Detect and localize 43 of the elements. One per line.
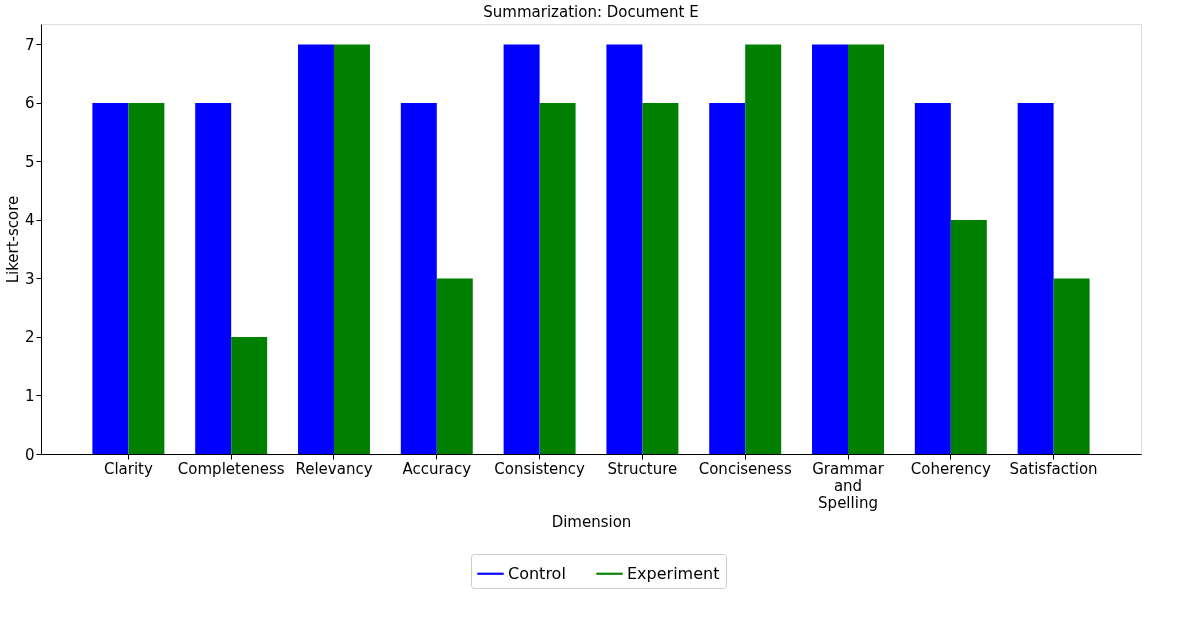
bar: [92, 102, 129, 454]
chart-title: Summarization: Document E: [483, 3, 699, 21]
bar: [848, 44, 884, 454]
x-tick-label: Relevancy: [295, 459, 373, 478]
x-tick-label: Conciseness: [698, 459, 792, 478]
legend-label: Experiment: [627, 563, 720, 583]
x-tick-label: Coherency: [910, 459, 991, 478]
x-tick-label: Consistency: [494, 459, 586, 478]
y-tick-label: 7: [24, 35, 35, 54]
bar: [709, 102, 746, 454]
x-tick-label: Structure: [607, 459, 678, 478]
bar: [950, 219, 987, 454]
y-tick-label: 4: [24, 211, 35, 230]
y-tick-label: 5: [24, 152, 35, 171]
legend-label: Control: [508, 563, 566, 583]
x-tick-label: Clarity: [103, 459, 153, 478]
bar: [333, 44, 370, 454]
bar: [1053, 278, 1090, 454]
bar: [298, 44, 334, 454]
x-tick-label: Satisfaction: [1009, 459, 1098, 478]
bar: [1017, 102, 1054, 454]
y-axis-title: Likert-score: [3, 195, 22, 284]
bar: [642, 102, 679, 454]
bar: [128, 102, 165, 454]
bar: [503, 44, 540, 454]
y-tick-label: 3: [24, 269, 35, 288]
x-axis-title: Dimension: [551, 512, 632, 531]
bar: [231, 336, 268, 454]
y-tick-label: 6: [24, 94, 35, 113]
y-tick-label: 1: [24, 387, 35, 405]
bar: [539, 102, 576, 454]
bar: [745, 44, 782, 454]
bar: [436, 278, 473, 454]
x-tick-label: Completeness: [177, 459, 285, 478]
bar: [914, 102, 951, 454]
bar: [606, 44, 643, 454]
x-tick-label: Grammar and Spelling: [812, 459, 885, 512]
x-tick-label: Accuracy: [402, 459, 472, 478]
y-tick-label: 2: [24, 328, 35, 347]
bar: [400, 102, 437, 454]
y-tick-label: 0: [24, 445, 35, 464]
bar: [812, 44, 849, 454]
bar: [195, 102, 232, 454]
